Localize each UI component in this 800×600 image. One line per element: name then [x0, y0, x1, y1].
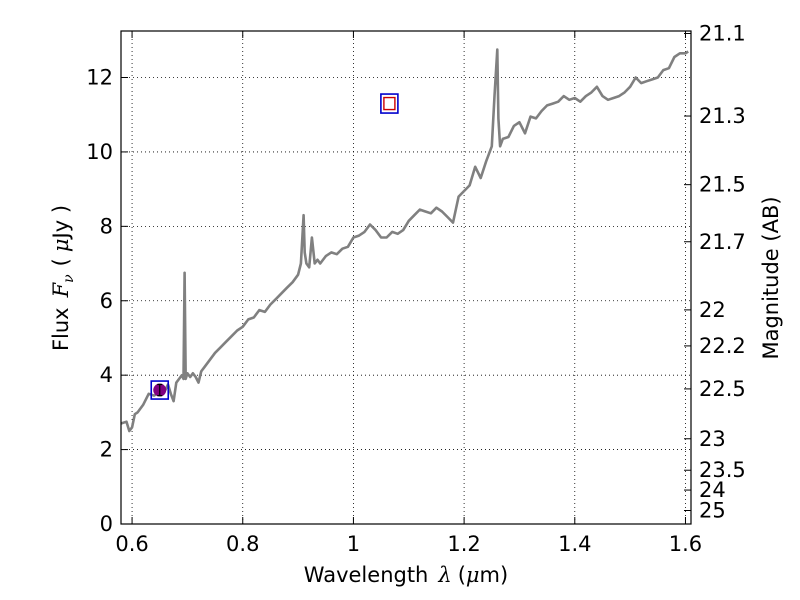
y-axis-label-symbol: F: [49, 281, 73, 298]
y-axis-label: Flux Fν ( μJy ): [49, 205, 77, 351]
y-axis-label-unit-open: (: [49, 258, 73, 266]
x-tick-label: 0.8: [226, 532, 259, 556]
x-axis-label-text: Wavelength: [304, 563, 429, 587]
y-tick-label: 2: [100, 438, 113, 462]
spectrum-line: [120, 48, 689, 433]
y-axis-label-subscript: ν: [61, 274, 77, 283]
x-axis: 0.6 0.8 1 1.2 1.4 1.6: [115, 31, 702, 556]
x-axis-label-unit-mu: μ: [466, 563, 480, 587]
y2-tick-label: 22.5: [699, 377, 746, 401]
y2-tick-label: 21.7: [699, 230, 746, 254]
model-point-box: [380, 93, 399, 114]
y2-tick-label: 23: [699, 427, 726, 451]
y2-tick-label: 25: [699, 498, 726, 522]
points-layer: [150, 93, 399, 400]
x-tick-label: 1: [347, 532, 360, 556]
y-axis-label-unit-rest: Jy ): [49, 205, 73, 241]
x-axis-label-symbol: λ: [437, 563, 451, 587]
y-tick-label: 10: [86, 140, 113, 164]
y-axis-label-unit-mu: μ: [49, 238, 73, 252]
y-tick-label: 6: [100, 289, 113, 313]
observed-point-box: [150, 380, 170, 400]
y-axis: 0 2 4 6 8 10 12: [86, 66, 128, 536]
y2-tick-label: 23.5: [699, 458, 746, 482]
x-tick-label: 1.2: [447, 532, 480, 556]
x-axis-label-unit-open: (: [458, 563, 466, 587]
y-tick-label: 12: [86, 66, 113, 90]
spectrum-layer: [120, 48, 689, 433]
y-tick-label: 8: [100, 214, 113, 238]
y2-tick-label: 22.2: [699, 334, 746, 358]
x-axis-label: Wavelength λ (μm): [304, 563, 508, 587]
x-tick-label: 0.6: [115, 532, 148, 556]
y2-axis-label: Magnitude (AB): [759, 196, 783, 359]
x-axis-label-unit-rest: m): [480, 563, 509, 587]
y2-tick-label: 24: [699, 478, 726, 502]
plot-frame: [120, 30, 692, 525]
y2-tick-label: 21.3: [699, 104, 746, 128]
y-tick-label: 0: [100, 512, 113, 536]
model-point-marker: [383, 96, 396, 111]
x-tick-label: 1.4: [558, 532, 591, 556]
y2-tick-label: 21.1: [699, 22, 746, 46]
y-axis-label-text: Flux: [49, 307, 73, 351]
y2-tick-label: 21.5: [699, 173, 746, 197]
x-tick-label: 1.6: [669, 532, 702, 556]
y-tick-label: 4: [100, 363, 113, 387]
y2-tick-label: 22: [699, 298, 726, 322]
